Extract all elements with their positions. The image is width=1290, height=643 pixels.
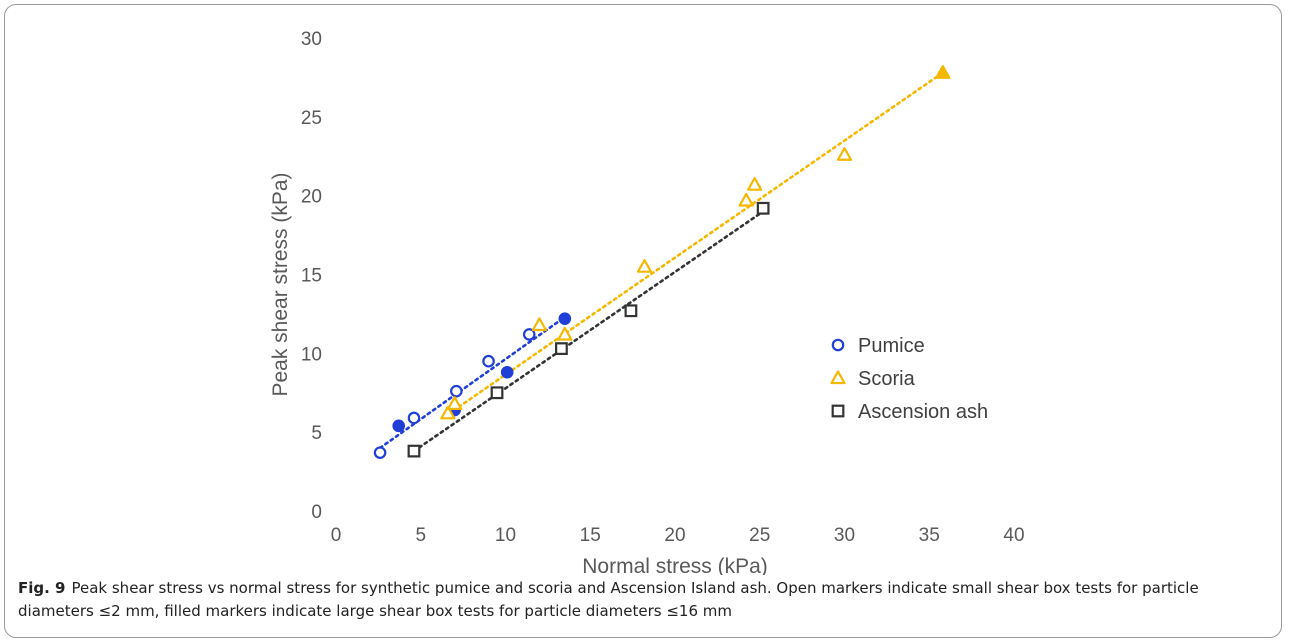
scoria-point-open [440, 405, 456, 420]
scoria-point-open [557, 326, 573, 341]
ascension-ash-point-open [407, 444, 421, 458]
scoria-point-filled [935, 65, 951, 79]
pumice-point-filled [500, 365, 514, 379]
y-tick-label: 25 [301, 108, 322, 129]
scatter-chart: 0 5 10 15 20 25 30 35 40 0 5 10 15 20 25 30 Normal stres… [269, 29, 1025, 575]
data-points [373, 65, 951, 459]
ascension-ash-point-open [756, 201, 770, 215]
caption-text: Peak shear stress vs normal stress for s… [18, 579, 1199, 620]
trendline-pumice [378, 315, 567, 450]
x-tick-label: 5 [415, 525, 426, 546]
pumice-point-filled [392, 419, 406, 433]
y-tick-label: 30 [301, 29, 322, 50]
scoria-point-open [738, 192, 754, 207]
scoria-point-open [531, 317, 548, 332]
ascension-ash-point-open [490, 386, 504, 400]
figure-frame [4, 4, 1282, 638]
pumice-point-open [373, 446, 387, 459]
x-axis-title: Normal stress (kPa) [582, 555, 768, 575]
trendline-ascension-ash [412, 210, 765, 453]
x-tick-label: 30 [834, 525, 855, 546]
x-tick-label: 25 [749, 525, 770, 546]
scoria-point-open [447, 396, 463, 410]
legend-label-ascension-ash: Ascension ash [858, 401, 988, 423]
legend-marker-scoria [830, 370, 846, 385]
scoria-point-open [636, 259, 653, 273]
pumice-point-open [522, 328, 536, 341]
trendline-scoria [441, 71, 945, 420]
ascension-ash-point-open [555, 342, 568, 356]
y-tick-label: 0 [311, 502, 322, 523]
legend-label-scoria: Scoria [858, 368, 916, 390]
pumice-point-open [482, 354, 495, 368]
legend-label-pumice: Pumice [858, 335, 925, 357]
trend-lines [378, 71, 945, 453]
x-tick-label: 10 [495, 525, 516, 546]
x-tick-label: 0 [331, 525, 342, 546]
y-tick-label: 5 [311, 423, 322, 444]
pumice-point-open [407, 411, 421, 425]
y-tick-label: 20 [301, 187, 322, 208]
scoria-point-open [747, 177, 763, 191]
legend-marker-pumice [831, 338, 845, 352]
ascension-ash-point-open [624, 304, 638, 318]
caption-label: Fig. 9 [18, 579, 66, 597]
pumice-point-open [450, 384, 463, 398]
x-tick-label: 35 [919, 525, 940, 546]
legend-marker-ascension-ash [831, 404, 845, 418]
x-tick-label: 40 [1003, 525, 1024, 546]
y-tick-label: 10 [301, 344, 322, 365]
scoria-point-open [836, 147, 853, 161]
x-tick-label: 20 [664, 525, 685, 546]
legend: Pumice Scoria Ascension ash [830, 335, 988, 423]
y-axis-title: Peak shear stress (kPa) [269, 172, 292, 396]
pumice-point-filled [558, 312, 572, 325]
chart-axes: 0 5 10 15 20 25 30 35 40 0 5 10 15 20 25 30 Normal stres… [269, 29, 1025, 575]
y-tick-label: 15 [301, 266, 322, 287]
x-tick-label: 15 [580, 525, 601, 546]
figure-caption: Fig. 9 Peak shear stress vs normal stress… [18, 577, 1268, 623]
